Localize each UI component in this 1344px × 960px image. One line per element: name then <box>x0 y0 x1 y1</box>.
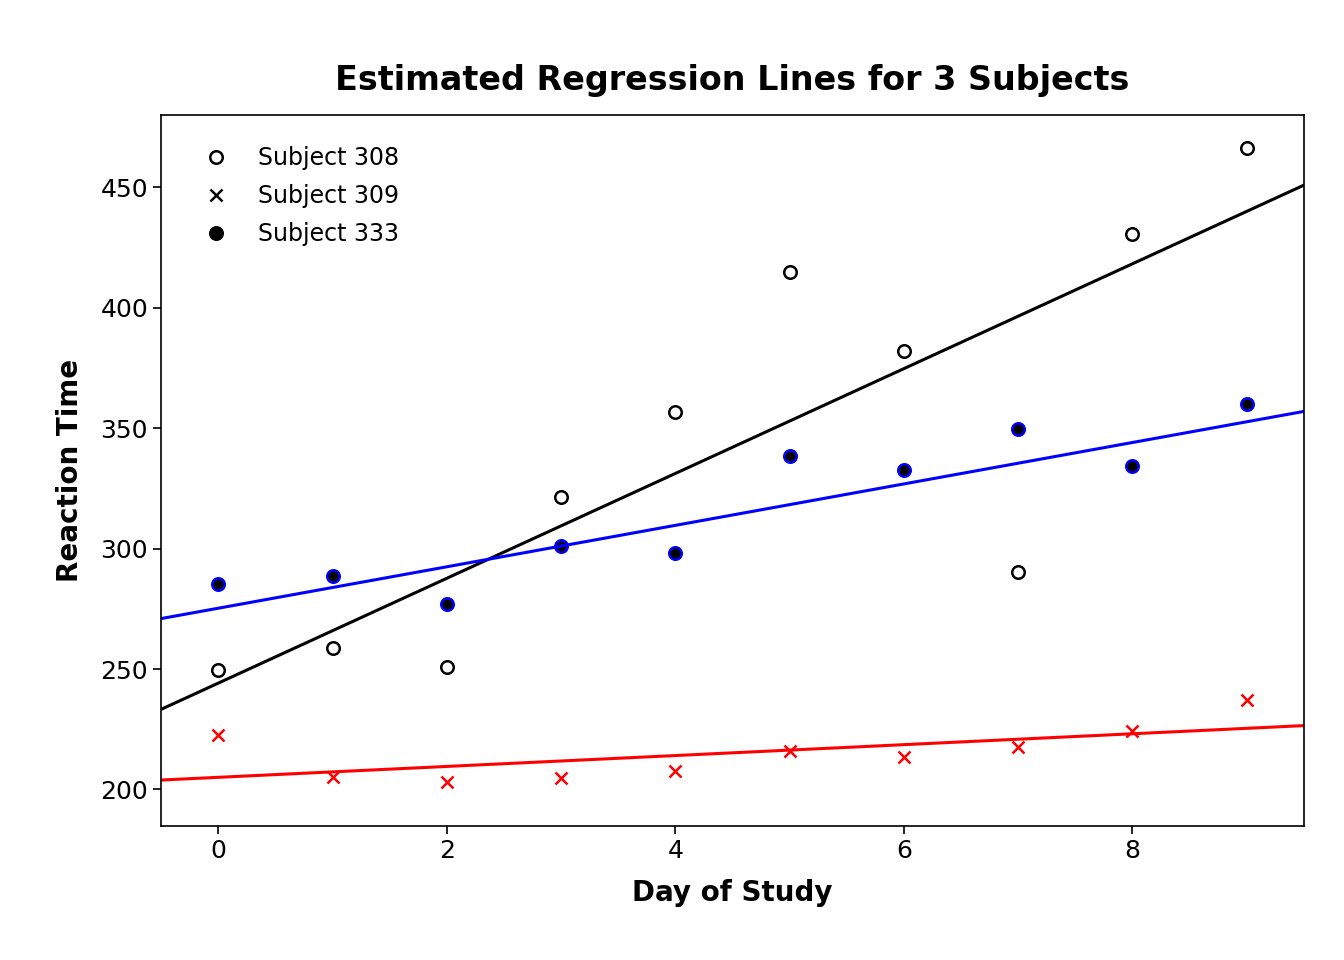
X-axis label: Day of Study: Day of Study <box>632 879 833 907</box>
Title: Estimated Regression Lines for 3 Subjects: Estimated Regression Lines for 3 Subject… <box>335 64 1130 97</box>
Legend: Subject 308, Subject 309, Subject 333: Subject 308, Subject 309, Subject 333 <box>173 127 418 265</box>
Y-axis label: Reaction Time: Reaction Time <box>55 359 83 582</box>
